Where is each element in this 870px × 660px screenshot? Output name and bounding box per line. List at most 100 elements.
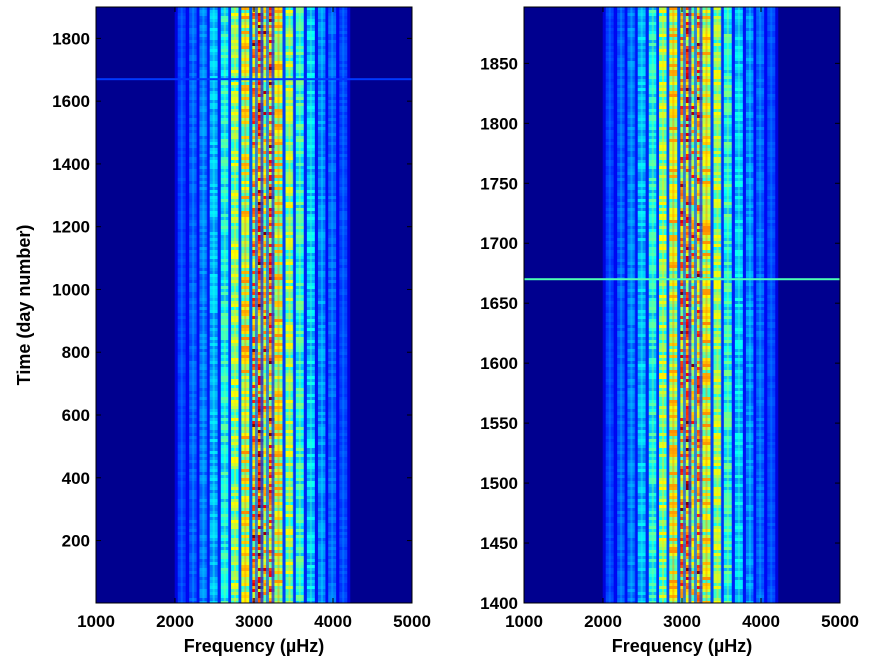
ridge-cell bbox=[285, 43, 294, 46]
ridge-cell bbox=[617, 259, 626, 262]
ridge-cell bbox=[177, 247, 186, 250]
ridge-cell bbox=[648, 523, 657, 526]
ridge-cell bbox=[231, 295, 240, 298]
ridge-cell bbox=[659, 256, 668, 259]
ridge-cell bbox=[317, 79, 326, 82]
ridge-cell bbox=[177, 502, 186, 505]
ridge-cell bbox=[274, 322, 283, 325]
ridge-cell bbox=[295, 304, 304, 307]
ridge-cell bbox=[605, 130, 614, 133]
ridge-cell bbox=[627, 400, 636, 403]
ridge-cell bbox=[295, 505, 304, 508]
ridge-cell bbox=[295, 157, 304, 160]
ridge-cell bbox=[177, 562, 186, 565]
ridge-cell bbox=[220, 124, 229, 127]
ridge-cell bbox=[659, 46, 668, 49]
ridge-cell bbox=[285, 301, 294, 304]
ridge-cell bbox=[220, 271, 229, 274]
ridge-cell bbox=[669, 22, 678, 25]
ridge-cell bbox=[199, 268, 208, 271]
ridge-cell bbox=[659, 154, 668, 157]
ridge-cell bbox=[627, 574, 636, 577]
ridge-cell bbox=[627, 160, 636, 163]
ridge-cell bbox=[339, 106, 348, 109]
ridge-cell bbox=[339, 454, 348, 457]
ridge-cell bbox=[189, 100, 198, 103]
ridge-cell bbox=[328, 13, 337, 16]
ridge-cell bbox=[627, 580, 636, 583]
ridge-cell bbox=[241, 208, 250, 211]
ridge-cell bbox=[177, 28, 186, 31]
ridge-cell bbox=[199, 34, 208, 37]
ridge-cell bbox=[285, 382, 294, 385]
ridge-cell bbox=[317, 583, 326, 586]
ridge-cell bbox=[231, 454, 240, 457]
ridge-cell bbox=[317, 397, 326, 400]
ridge-cell bbox=[274, 400, 283, 403]
ridge-cell bbox=[617, 448, 626, 451]
ridge-cell bbox=[231, 556, 240, 559]
ridge-cell bbox=[617, 325, 626, 328]
ridge-cell bbox=[220, 241, 229, 244]
ridge-cell bbox=[339, 193, 348, 196]
ridge-cell bbox=[637, 487, 646, 490]
ridge-cell bbox=[339, 532, 348, 535]
ridge-cell bbox=[637, 139, 646, 142]
ridge-cell bbox=[605, 598, 614, 601]
ridge-cell bbox=[669, 82, 678, 85]
ridge-cell bbox=[659, 238, 668, 241]
ridge-cell bbox=[637, 325, 646, 328]
ridge-cell bbox=[317, 217, 326, 220]
ridge-cell bbox=[339, 481, 348, 484]
ridge-cell bbox=[637, 214, 646, 217]
ridge-cell bbox=[627, 31, 636, 34]
ridge-cell bbox=[241, 67, 250, 70]
ridge-cell bbox=[295, 370, 304, 373]
ridge-cell bbox=[306, 439, 315, 442]
ridge-cell bbox=[317, 292, 326, 295]
ridge-cell bbox=[220, 214, 229, 217]
ridge-cell bbox=[285, 547, 294, 550]
ridge-cell bbox=[306, 232, 315, 235]
ridge-cell bbox=[241, 220, 250, 223]
ridge-cell bbox=[306, 34, 315, 37]
ridge-cell bbox=[637, 562, 646, 565]
ridge-cell bbox=[231, 409, 240, 412]
ridge-cell bbox=[627, 310, 636, 313]
ridge-cell bbox=[617, 160, 626, 163]
ridge-cell bbox=[189, 427, 198, 430]
ridge-cell bbox=[328, 208, 337, 211]
ridge-cell bbox=[328, 121, 337, 124]
ridge-cell bbox=[209, 271, 218, 274]
ridge-cell bbox=[627, 58, 636, 61]
ridge-cell bbox=[637, 580, 646, 583]
ridge-cell bbox=[669, 112, 678, 115]
ridge-cell bbox=[317, 427, 326, 430]
ridge-cell bbox=[274, 397, 283, 400]
ridge-cell bbox=[189, 430, 198, 433]
ridge-cell bbox=[306, 463, 315, 466]
ridge-cell bbox=[220, 589, 229, 592]
ridge-cell bbox=[274, 130, 283, 133]
ridge-cell bbox=[627, 532, 636, 535]
ridge-cell bbox=[177, 343, 186, 346]
ridge-cell bbox=[648, 124, 657, 127]
ridge-core bbox=[192, 7, 195, 603]
ridge-cell bbox=[241, 157, 250, 160]
ridge-cell bbox=[241, 178, 250, 181]
ridge-cell bbox=[637, 307, 646, 310]
ridge-cell bbox=[231, 13, 240, 16]
ridge-cell bbox=[177, 238, 186, 241]
ridge-cell bbox=[274, 214, 283, 217]
ridge-cell bbox=[231, 58, 240, 61]
ridge-cell bbox=[241, 106, 250, 109]
ridge-cell bbox=[285, 100, 294, 103]
ridge-cell bbox=[199, 115, 208, 118]
ridge-cell bbox=[328, 334, 337, 337]
ridge-cell bbox=[241, 382, 250, 385]
ridge-cell bbox=[617, 16, 626, 19]
ridge-cell bbox=[605, 91, 614, 94]
ridge-cell bbox=[605, 298, 614, 301]
ridge-cell bbox=[177, 391, 186, 394]
ridge-cell bbox=[605, 439, 614, 442]
